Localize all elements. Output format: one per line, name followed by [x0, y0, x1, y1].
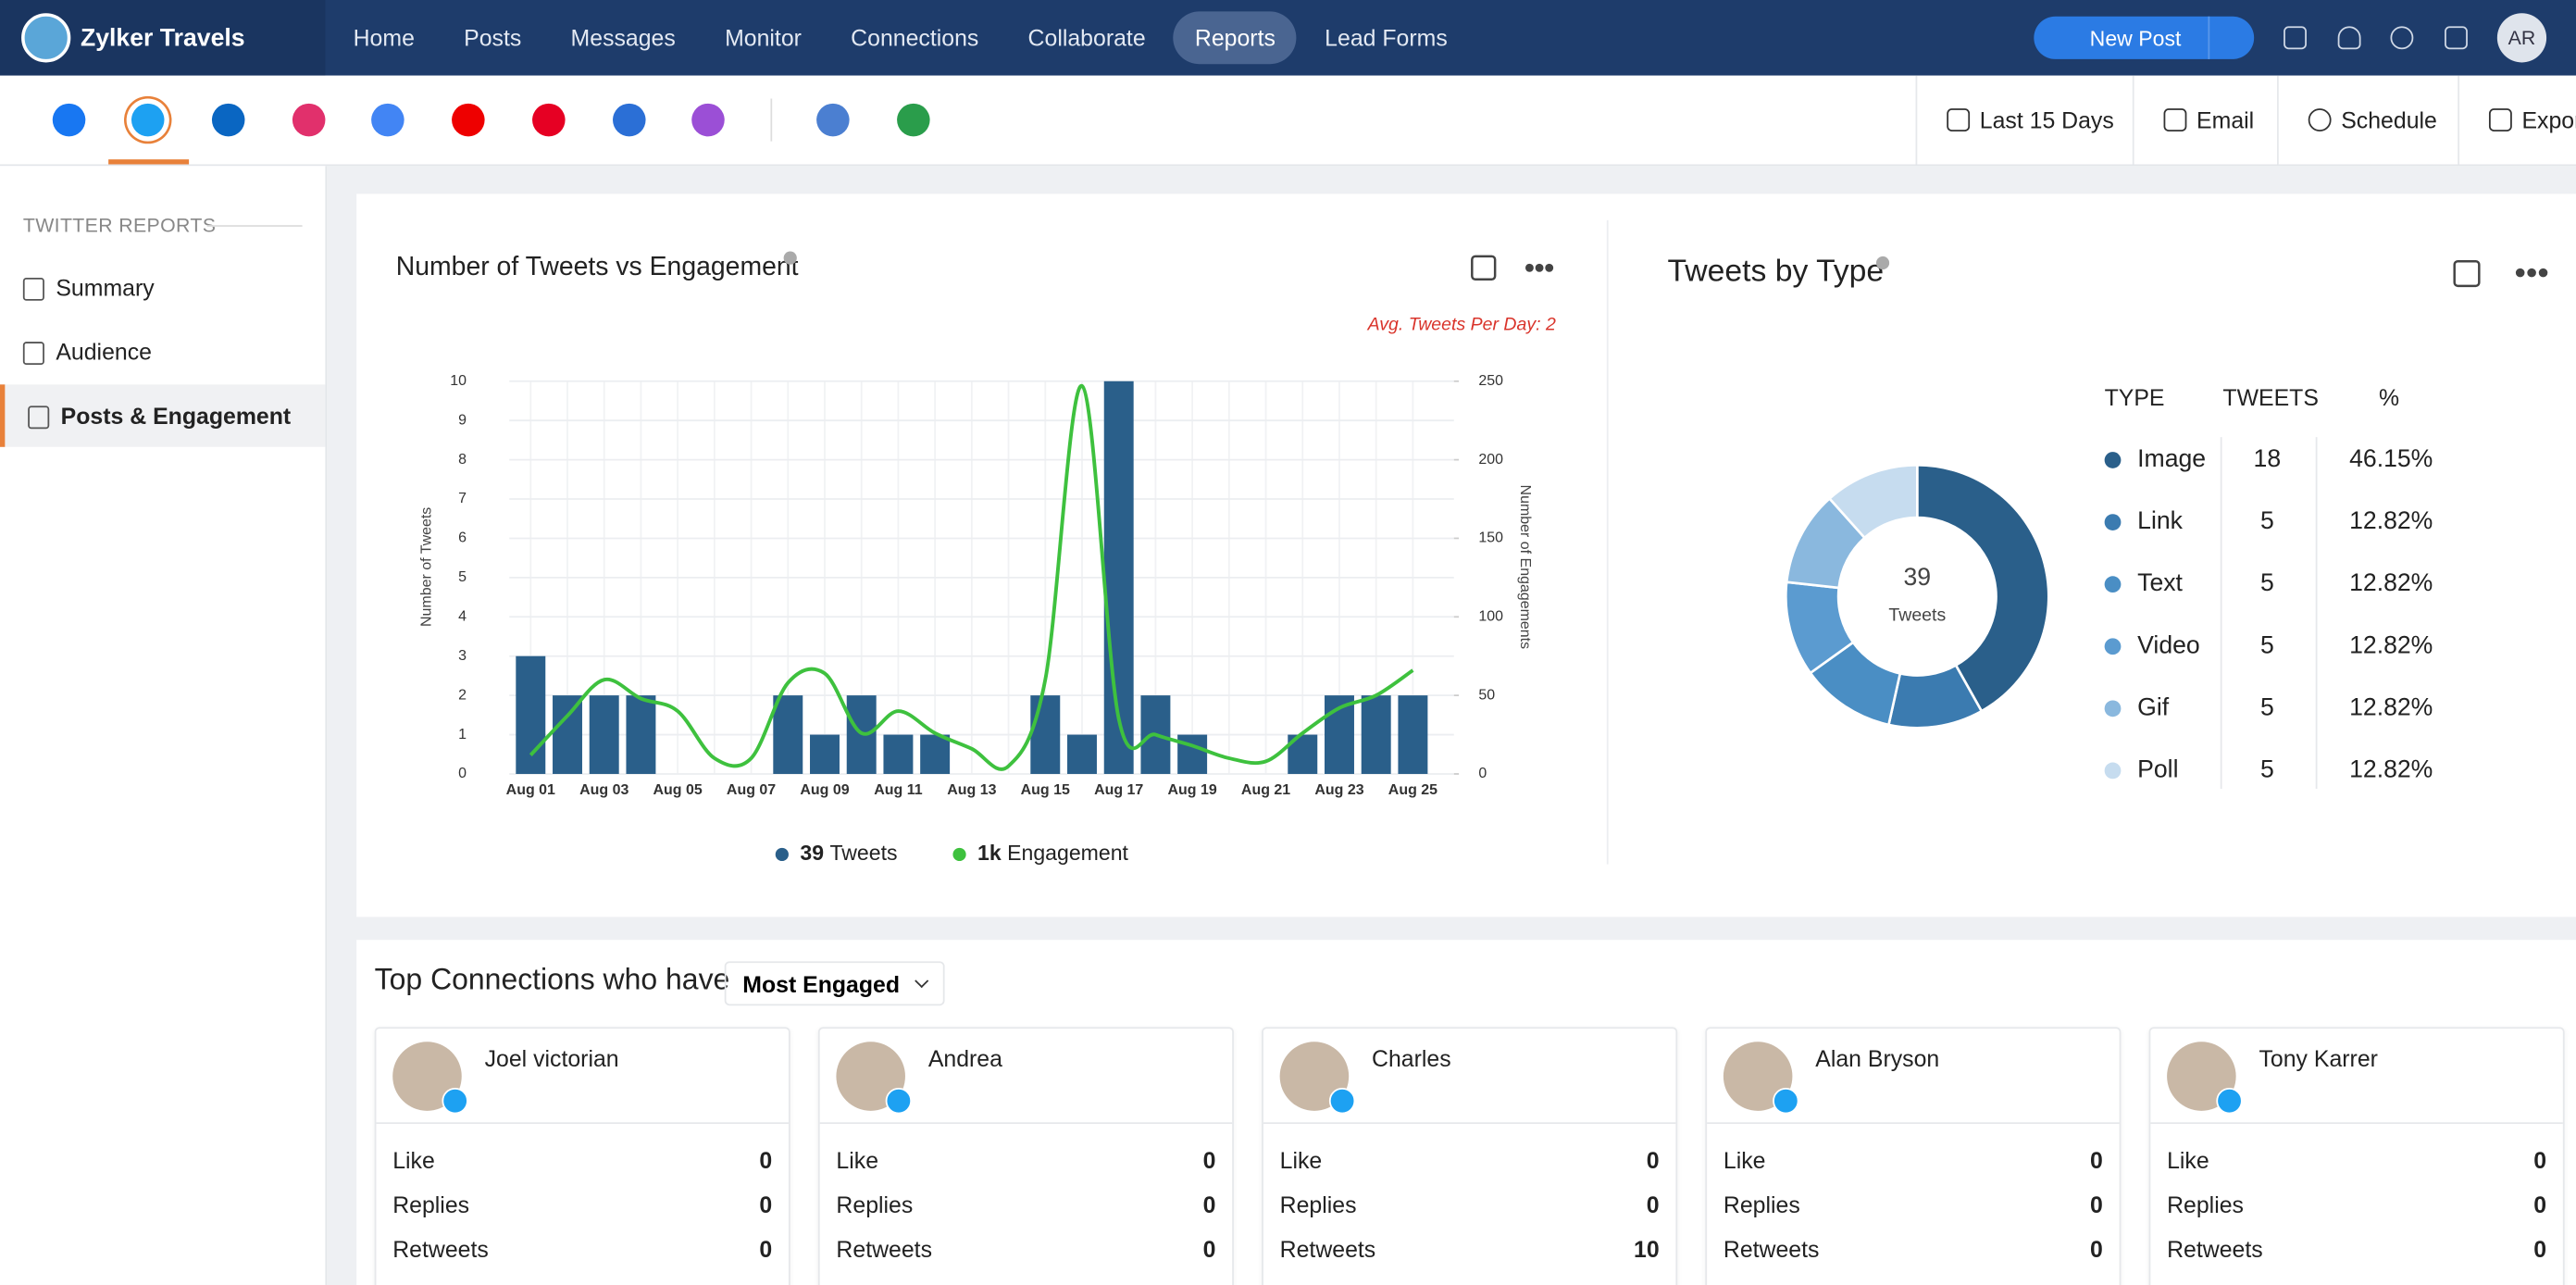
menu-icon[interactable]	[2284, 26, 2307, 50]
connection-card: Andrea Like 0 Replies 0 Retweets 0	[817, 1027, 1234, 1285]
nav-item[interactable]: Reports	[1173, 11, 1298, 65]
logo-text: Zylker Travels	[80, 23, 245, 52]
metric-value: 0	[1202, 1191, 1216, 1218]
connection-card: Charles Like 0 Replies 0 Retweets 10	[1262, 1027, 1678, 1285]
twitter-icon[interactable]	[131, 103, 165, 137]
metric-label: Like	[1723, 1146, 1766, 1174]
metric-value: 10	[1633, 1235, 1660, 1263]
bell-icon[interactable]	[2337, 26, 2361, 50]
date-filter[interactable]: Last 15 Days	[1915, 75, 2133, 165]
logo[interactable]: Zylker Travels	[0, 0, 326, 76]
metric-value: 0	[2533, 1191, 2547, 1218]
connection-name: Charles	[1372, 1044, 1451, 1072]
nav-item[interactable]: Home	[353, 24, 415, 52]
nav-item[interactable]: Connections	[851, 24, 979, 52]
logo-icon	[21, 13, 71, 63]
pinterest-icon[interactable]	[532, 103, 566, 137]
schedule-button[interactable]: Schedule	[2277, 75, 2458, 165]
sidebar-heading: TWITTER REPORTS	[22, 213, 304, 237]
connections-filter[interactable]: Most Engaged	[724, 961, 944, 1006]
sidebar: TWITTER REPORTS Summary Audience Posts &…	[0, 166, 328, 1285]
app-icon[interactable]	[691, 103, 725, 137]
metric-value: 0	[759, 1235, 773, 1263]
metric-label: Replies	[2167, 1191, 2244, 1218]
facebook-icon[interactable]	[52, 103, 86, 137]
metric-value: 0	[759, 1146, 773, 1174]
nav-item[interactable]: Monitor	[725, 24, 802, 52]
connection-card: Tony Karrer Like 0 Replies 0 Retweets 0	[2148, 1027, 2565, 1285]
connections-title: Top Connections who have	[374, 963, 730, 996]
metric-value: 0	[1202, 1146, 1216, 1174]
separator	[1263, 1122, 1676, 1125]
twitter-badge	[2216, 1087, 2243, 1115]
linkedin-icon[interactable]	[211, 103, 245, 137]
connection-name: Andrea	[927, 1044, 1002, 1072]
twitter-badge	[885, 1087, 913, 1115]
nav-item[interactable]: Posts	[464, 24, 522, 52]
metric-value: 0	[2533, 1146, 2547, 1174]
divider	[1606, 219, 1609, 865]
app-icon[interactable]	[613, 103, 646, 137]
metric-label: Like	[2167, 1146, 2209, 1174]
email-button[interactable]: Email	[2132, 75, 2277, 165]
metric-label: Replies	[392, 1191, 470, 1218]
announce-icon[interactable]	[2445, 26, 2468, 50]
separator	[376, 1122, 789, 1125]
top-bar: Zylker Travels Home Posts Messages Monitor C…	[0, 0, 2576, 76]
metric-value: 0	[2090, 1235, 2103, 1263]
nav-item[interactable]: Messages	[570, 24, 676, 52]
sidebar-item[interactable]: Posts & Engagement	[0, 384, 326, 447]
metric-label: Like	[1279, 1146, 1323, 1174]
new-post-button[interactable]: New Post	[2034, 16, 2255, 59]
sidebar-item[interactable]: Audience	[0, 320, 325, 382]
separator	[770, 98, 773, 142]
app-icon[interactable]	[816, 103, 850, 137]
metric-label: Like	[392, 1146, 435, 1174]
connection-card: Joel victorian Like 0 Replies 0 Retweets 0	[374, 1027, 790, 1285]
network-bar: Last 15 Days Email Schedule Export	[0, 75, 2576, 167]
metric-value: 0	[1646, 1146, 1660, 1174]
metric-label: Replies	[1279, 1191, 1357, 1218]
metric-value: 0	[1202, 1235, 1216, 1263]
separator	[2150, 1122, 2563, 1125]
nav-item[interactable]: Collaborate	[1027, 24, 1146, 52]
settings-icon[interactable]	[2390, 26, 2414, 50]
connection-name: Joel victorian	[484, 1044, 619, 1072]
connection-name: Alan Bryson	[1815, 1044, 1940, 1072]
metric-label: Retweets	[1279, 1235, 1376, 1263]
metric-label: Retweets	[836, 1235, 933, 1263]
metric-label: Retweets	[392, 1235, 489, 1263]
twitter-badge	[1328, 1087, 1356, 1115]
charts-card	[356, 193, 2576, 917]
metric-label: Replies	[836, 1191, 914, 1218]
metric-label: Retweets	[2167, 1235, 2263, 1263]
separator	[819, 1122, 1233, 1125]
metric-value: 0	[2533, 1235, 2547, 1263]
avatar[interactable]: AR	[2496, 13, 2547, 63]
twitter-badge	[1773, 1087, 1799, 1115]
nav: Home Posts Messages Monitor Connections Colla…	[332, 11, 1469, 65]
metric-value: 0	[759, 1191, 773, 1218]
metric-value: 0	[1646, 1191, 1660, 1218]
active-tab	[108, 159, 190, 165]
connection-name: Tony Karrer	[2259, 1044, 2378, 1072]
connection-card: Alan Bryson Like 0 Replies 0 Retweets 0	[1705, 1027, 2122, 1285]
twitter-badge	[442, 1087, 468, 1115]
separator	[1707, 1122, 2120, 1125]
metric-label: Retweets	[1723, 1235, 1820, 1263]
metric-value: 0	[2090, 1191, 2103, 1218]
nav-item[interactable]: Lead Forms	[1325, 24, 1448, 52]
metric-label: Replies	[1723, 1191, 1800, 1218]
sidebar-item[interactable]: Summary	[0, 256, 325, 318]
export-button[interactable]: Export	[2458, 75, 2576, 165]
google-icon[interactable]	[371, 103, 404, 137]
metric-label: Like	[836, 1146, 879, 1174]
instagram-icon[interactable]	[292, 103, 326, 137]
metric-value: 0	[2090, 1146, 2103, 1174]
app-icon[interactable]	[897, 103, 930, 137]
youtube-icon[interactable]	[452, 103, 485, 137]
